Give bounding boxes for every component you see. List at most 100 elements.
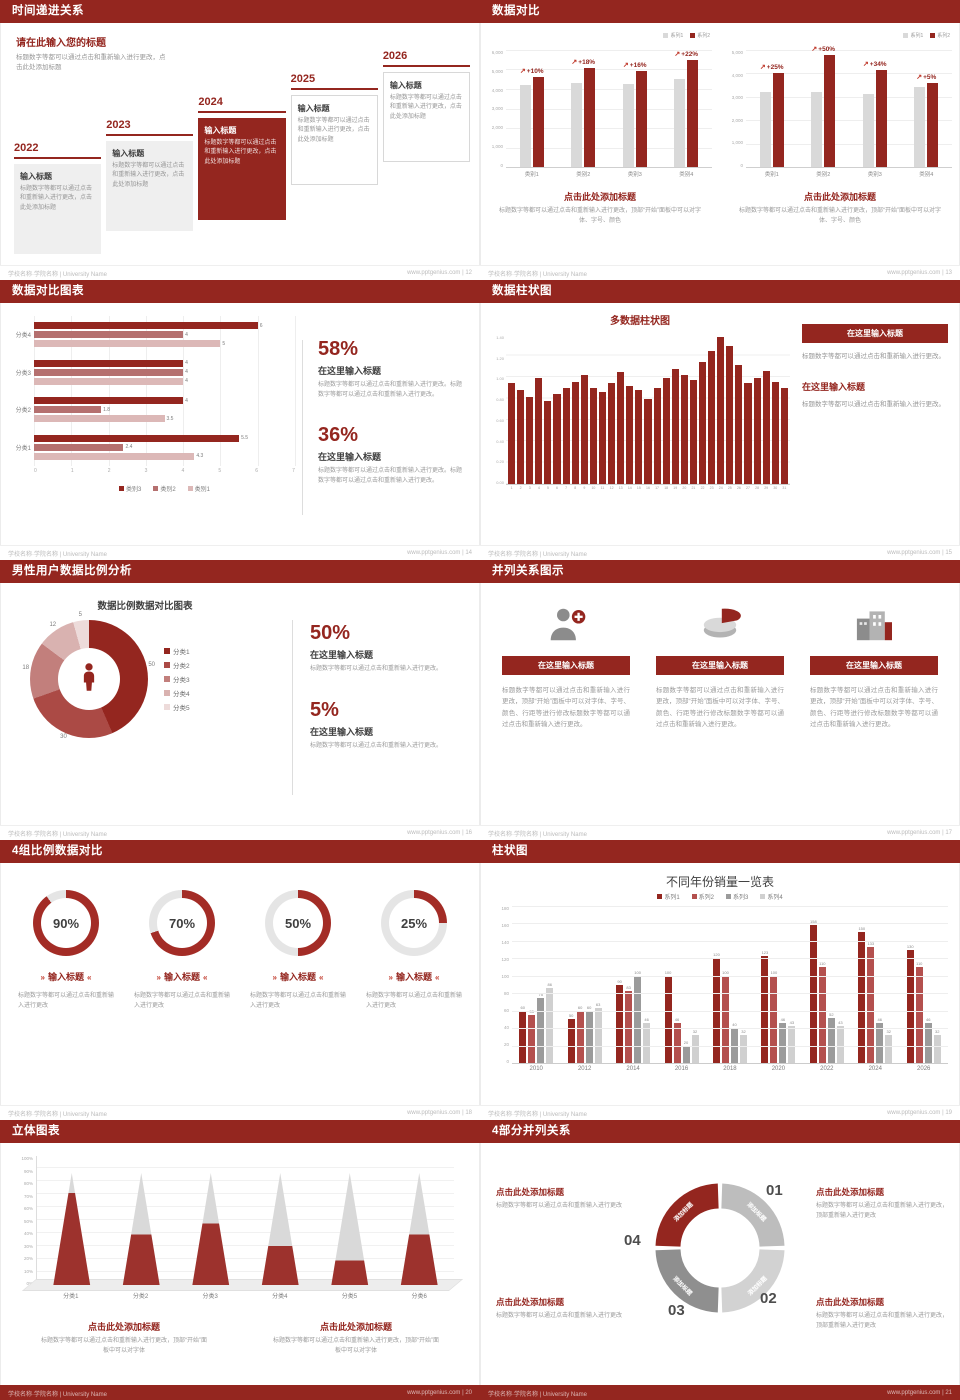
value-label: 46 xyxy=(925,1016,931,1022)
step-underline xyxy=(198,111,286,113)
slide-14-comparison-bar-chart[interactable]: 数据对比图表 分类4 分类3 分类2 分类1 6 4 5 4 4 4 4 1.8 3.5 5.5 2.4 4.… xyxy=(0,280,480,560)
slide-18-ratio-rings[interactable]: 4组比例数据对比 90%» 输入标题 «标题数字等都可以通过点击和重新输入进行更改 7… xyxy=(0,840,480,1120)
x-tick-label: 2010 xyxy=(529,1066,543,1072)
plot-area xyxy=(506,335,790,485)
step-year: 2026 xyxy=(382,50,408,62)
x-tick-label: 31 xyxy=(782,486,787,490)
step-underline xyxy=(290,88,378,90)
step-box: 输入标题 标题数字等都可以通过点击和重新输入进行更改，点击此处添加标题 xyxy=(14,164,102,254)
footer-credit: 学校名称·学院名称 | University Name xyxy=(8,1111,107,1118)
x-tick-label: 2018 xyxy=(723,1066,737,1072)
slide-21-four-part-relation[interactable]: 4部分并列关系 添加标题 添加标题 添加标题 添加标题 01 02 03 04 点击此处添加标… xyxy=(480,1120,960,1400)
gridline xyxy=(506,147,712,149)
bar-wrap: 60 xyxy=(585,906,593,1063)
y-tick-label: 0 xyxy=(740,162,743,168)
legend-label: 分类2 xyxy=(173,663,190,670)
bar xyxy=(915,967,923,1063)
bar-column xyxy=(508,335,516,484)
bar-wrap: 120 xyxy=(712,906,720,1063)
x-tick-label: 28 xyxy=(755,486,760,490)
growth-value: +5% xyxy=(923,73,937,81)
bar xyxy=(608,382,616,484)
ratio-item: 25% » 输入标题 « 标题数字等都可以通过点击和重新输入进行更改 xyxy=(366,890,462,1011)
bar-group: 100 46 20 32 xyxy=(664,906,699,1063)
bar-wrap: 46 xyxy=(643,906,651,1063)
item-body: 标题数字等都可以通过点击和重新输入进行更改，顶部“开始”面板中可以对字体、字号、… xyxy=(810,687,938,729)
bar xyxy=(576,1010,584,1063)
slide-20-3d-cone-chart[interactable]: 立体图表 100%90%80%70%60%50%40%30%20%10%0%分类… xyxy=(0,1120,480,1400)
x-tick-label: 5 xyxy=(218,468,222,474)
donut-area: 50 30 18 12 5 分类1 分类2 分类3 分类4 分类5 xyxy=(22,612,190,740)
y-tick-label: 4,000 xyxy=(731,72,743,78)
ratio-item: 50% » 输入标题 « 标题数字等都可以通过点击和重新输入进行更改 xyxy=(250,890,346,1011)
up-arrow-icon: ↗ xyxy=(811,45,818,53)
bar xyxy=(735,364,743,484)
value-label: 32 xyxy=(886,1029,891,1035)
legend-item: 分类1 xyxy=(164,646,190,656)
y-tick-label: 40% xyxy=(23,1231,33,1236)
ring-body: 标题数字等都可以通过点击和重新输入进行更改 xyxy=(134,993,231,1010)
cone xyxy=(53,1173,91,1285)
legend-swatch xyxy=(657,894,663,899)
value-label: 100 xyxy=(722,969,729,975)
bar-wrap: 130 xyxy=(906,906,914,1063)
growth-label: ↗+22% xyxy=(674,50,698,58)
bar-wrap: 86 xyxy=(546,906,554,1063)
gridline xyxy=(506,127,712,129)
bar xyxy=(924,1022,932,1063)
title-button[interactable]: 在这里输入标题 xyxy=(802,324,948,343)
legend-label: 类别3 xyxy=(125,487,142,493)
legend-label: 分类1 xyxy=(173,649,190,656)
title-button[interactable]: 在这里输入标题 xyxy=(502,656,630,675)
slide-12-time-progression[interactable]: 时间递进关系 请在此输入您的标题 标题数字等都可以通过点击和重新输入进行更改，点… xyxy=(0,0,480,280)
slide-16-male-user-ratio[interactable]: 男性用户数据比例分析 数据比例数据对比图表 50 30 18 12 5 分类1 分类2 分类… xyxy=(0,560,480,840)
bar-wrap: 158 xyxy=(809,906,817,1063)
bar-row: 4 xyxy=(34,331,295,339)
x-tick-label: 3 xyxy=(528,486,531,490)
parallel-item: 在这里输入标题标题数字等都可以通过点击和重新输入进行更改，顶部“开始”面板中可以… xyxy=(810,602,938,731)
gridline xyxy=(220,316,222,466)
x-tick-label: 2026 xyxy=(917,1066,931,1072)
chart-title: 不同年份销量一览表 xyxy=(665,875,774,889)
up-arrow-icon: ↗ xyxy=(759,64,766,72)
value-label: 110 xyxy=(819,961,826,967)
segment-value: 5 xyxy=(78,611,82,618)
footer-credit: 学校名称·学院名称 | University Name xyxy=(488,1391,587,1398)
slide-13-data-comparison[interactable]: 数据对比 系列1 系列2 6,000 5,000 4,000 3,000 2,000 1,00… xyxy=(480,0,960,280)
pie-3d-icon xyxy=(656,602,784,646)
growth-label: ↗+5% xyxy=(916,73,936,81)
growth-label: ↗+25% xyxy=(760,63,784,71)
slide-title: 时间递进关系 xyxy=(12,5,84,17)
bar-row: 3.5 xyxy=(34,415,295,423)
footer-page: www.pptgenius.com | 16 xyxy=(407,830,472,836)
y-tick-label: 1,000 xyxy=(731,140,743,146)
slide-19-yearly-column-chart[interactable]: 柱状图 不同年份销量一览表 系列1 系列2 系列3 系列4 180 160 140 120 1… xyxy=(480,840,960,1120)
x-tick-label: 4 xyxy=(537,486,540,490)
slide-15-column-chart[interactable]: 数据柱状图 多数据柱状图 1.40 1.20 1.00 0.80 0.60 0.40 0.20… xyxy=(480,280,960,560)
series1-bar xyxy=(914,87,926,167)
segment-number: 04 xyxy=(624,1232,641,1249)
series2-bar xyxy=(584,67,596,167)
title-button[interactable]: 在这里输入标题 xyxy=(810,656,938,675)
building-icon xyxy=(810,602,938,646)
caption-title: 点击此处添加标题 xyxy=(319,1322,392,1332)
footer-page: www.pptgenius.com | 14 xyxy=(407,550,472,556)
x-tick-label: 分类3 xyxy=(202,1294,218,1300)
gridline xyxy=(506,69,712,71)
bar xyxy=(680,375,688,484)
bar-column xyxy=(771,335,779,484)
slide-title-bar: 男性用户数据比例分析 xyxy=(0,560,480,583)
value-label: 60 xyxy=(520,1004,525,1010)
slide-17-parallel-relation[interactable]: 并列关系图示 在这里输入标题 标题数字等都可以通过点击和重新输入进行更改，顶部“开… xyxy=(480,560,960,840)
bar xyxy=(698,361,707,484)
bar xyxy=(771,381,779,484)
bar-row: 6 xyxy=(34,322,295,330)
title-button[interactable]: 在这里输入标题 xyxy=(656,656,784,675)
legend-label: 系列1 xyxy=(664,895,680,901)
bar-group: 120 100 40 32 xyxy=(712,906,747,1063)
x-tick-label: 12 xyxy=(609,486,614,490)
x-tick-label: 8 xyxy=(574,486,577,490)
caption-block: 点击此处添加标题 标题数字等都可以通过点击和重新输入进行更改，顶部“开始”面板中可… xyxy=(30,1320,218,1356)
bar-column xyxy=(662,335,670,484)
timeline-step: 2024 输入标题 标题数字等都可以通过点击和重新输入进行更改，点击此处添加标题 xyxy=(198,96,286,220)
